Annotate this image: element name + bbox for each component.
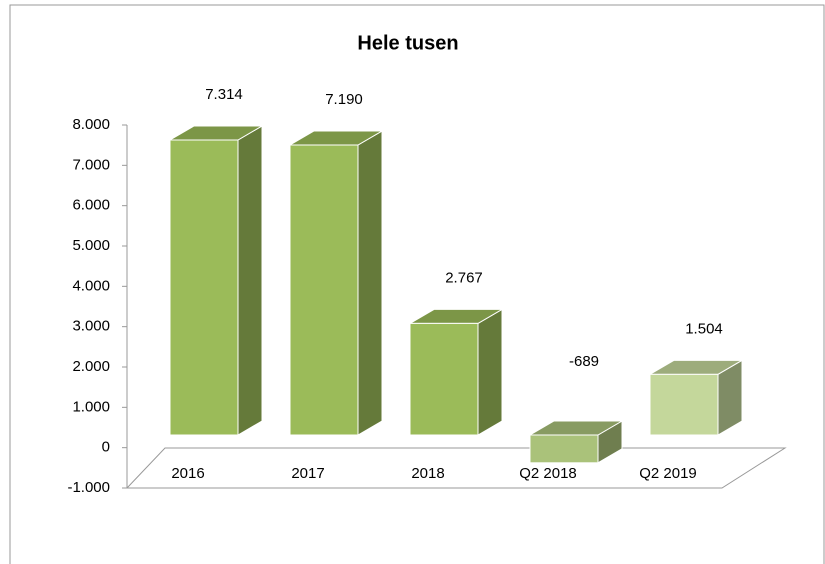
- y-tick-label: 1.000: [72, 398, 110, 415]
- value-label: -689: [569, 353, 599, 370]
- y-tick-label: 5.000: [72, 237, 110, 254]
- x-tick-label: Q2 2018: [519, 465, 577, 482]
- floor: [125, 447, 787, 489]
- x-tick-label: 2018: [411, 465, 444, 482]
- value-label: 7.314: [205, 86, 243, 103]
- bar-side: [477, 308, 503, 436]
- chart-title: Hele tusen: [357, 32, 458, 54]
- bar-side: [237, 125, 263, 436]
- value-label: 7.190: [325, 91, 363, 108]
- x-tick-label: Q2 2019: [639, 465, 697, 482]
- y-tick-label: 7.000: [72, 156, 110, 173]
- y-tick-label: -1.000: [67, 479, 110, 496]
- value-label: 2.767: [445, 269, 483, 286]
- value-label: 1.504: [685, 320, 723, 337]
- x-tick-label: 2016: [171, 465, 204, 482]
- chart-border: [9, 4, 825, 564]
- bar: [529, 434, 599, 464]
- y-tick-label: 3.000: [72, 318, 110, 335]
- y-tick-label: 8.000: [72, 116, 110, 133]
- bar-side: [357, 130, 383, 436]
- bar: [289, 144, 359, 436]
- y-tick-label: 2.000: [72, 358, 110, 375]
- bar: [169, 139, 239, 436]
- y-tick-label: 0: [102, 439, 110, 456]
- bar: [649, 373, 719, 436]
- x-tick-label: 2017: [291, 465, 324, 482]
- y-tick-label: 4.000: [72, 277, 110, 294]
- bar: [409, 322, 479, 436]
- y-tick-label: 6.000: [72, 197, 110, 214]
